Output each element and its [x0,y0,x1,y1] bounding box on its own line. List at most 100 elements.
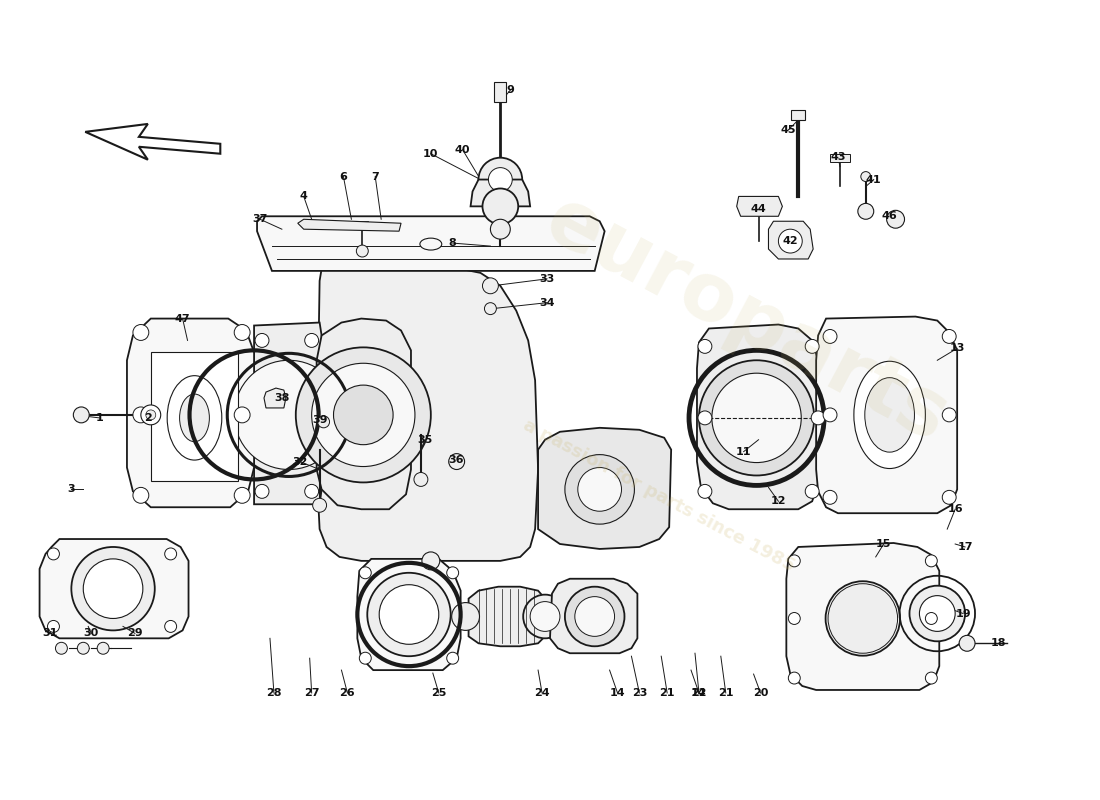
Text: 30: 30 [84,628,99,638]
Circle shape [943,490,956,504]
Text: a passion for parts since 1985: a passion for parts since 1985 [520,416,799,575]
Polygon shape [769,222,813,259]
Polygon shape [550,578,637,654]
Text: 34: 34 [539,298,554,308]
Text: 25: 25 [431,688,447,698]
Text: 43: 43 [830,152,846,162]
Circle shape [805,485,820,498]
Circle shape [887,210,904,228]
Circle shape [565,454,635,524]
Circle shape [77,642,89,654]
Text: 15: 15 [876,539,891,549]
Circle shape [97,642,109,654]
Circle shape [789,613,801,625]
Bar [356,222,369,226]
Text: 10: 10 [424,149,439,158]
Circle shape [805,339,820,354]
Circle shape [478,158,522,202]
Text: 40: 40 [455,145,471,154]
Text: 13: 13 [949,343,965,354]
Circle shape [449,454,464,470]
Circle shape [133,487,148,503]
Circle shape [943,408,956,422]
Ellipse shape [420,238,442,250]
Circle shape [920,596,955,631]
Text: 21: 21 [659,688,675,698]
Text: 27: 27 [304,688,319,698]
Text: 1: 1 [96,413,103,423]
Text: 35: 35 [417,434,432,445]
Circle shape [255,485,270,498]
Circle shape [47,548,59,560]
Polygon shape [298,219,402,231]
Circle shape [447,567,459,578]
Ellipse shape [826,582,900,656]
Circle shape [925,555,937,567]
Circle shape [55,642,67,654]
Circle shape [925,672,937,684]
Circle shape [828,584,898,654]
Text: 26: 26 [340,688,355,698]
Text: 12: 12 [771,496,786,506]
Circle shape [698,411,712,425]
Text: 29: 29 [128,628,143,638]
Polygon shape [816,317,957,514]
Bar [830,154,850,162]
Polygon shape [538,428,671,549]
Circle shape [524,594,567,638]
Text: 20: 20 [752,688,768,698]
Bar [791,110,805,120]
Circle shape [72,547,155,630]
Bar [494,82,506,102]
Text: 16: 16 [947,504,962,514]
Ellipse shape [179,394,209,442]
Circle shape [165,548,177,560]
Text: 8: 8 [449,238,456,248]
Circle shape [255,334,270,347]
Circle shape [133,407,148,423]
Circle shape [133,325,148,341]
Circle shape [712,373,801,462]
Text: 14: 14 [609,688,625,698]
Circle shape [422,552,440,570]
Text: 6: 6 [340,171,348,182]
Polygon shape [317,318,411,510]
Polygon shape [86,124,220,160]
Ellipse shape [865,378,914,452]
Circle shape [234,325,250,341]
Circle shape [823,408,837,422]
Polygon shape [469,586,544,646]
Circle shape [296,347,431,482]
Circle shape [483,278,498,294]
Circle shape [84,559,143,618]
Circle shape [47,621,59,632]
Circle shape [379,585,439,644]
Circle shape [861,171,871,182]
Circle shape [488,168,513,191]
Text: 31: 31 [42,628,57,638]
Circle shape [811,411,825,425]
Text: 17: 17 [957,542,972,552]
Circle shape [234,360,343,470]
Circle shape [858,203,873,219]
Polygon shape [40,539,188,638]
Circle shape [165,621,177,632]
Circle shape [305,334,319,347]
Text: 23: 23 [631,688,647,698]
Circle shape [367,573,451,656]
Text: 37: 37 [252,214,267,224]
Circle shape [333,385,393,445]
Circle shape [234,407,250,423]
Circle shape [698,485,712,498]
Circle shape [910,586,965,642]
Circle shape [312,498,327,512]
Circle shape [356,245,369,257]
Text: 44: 44 [750,204,767,214]
Polygon shape [737,197,782,216]
Circle shape [925,613,937,625]
Text: 19: 19 [955,609,971,618]
Polygon shape [257,216,605,271]
Circle shape [318,416,330,428]
Circle shape [789,672,801,684]
Polygon shape [254,322,323,504]
